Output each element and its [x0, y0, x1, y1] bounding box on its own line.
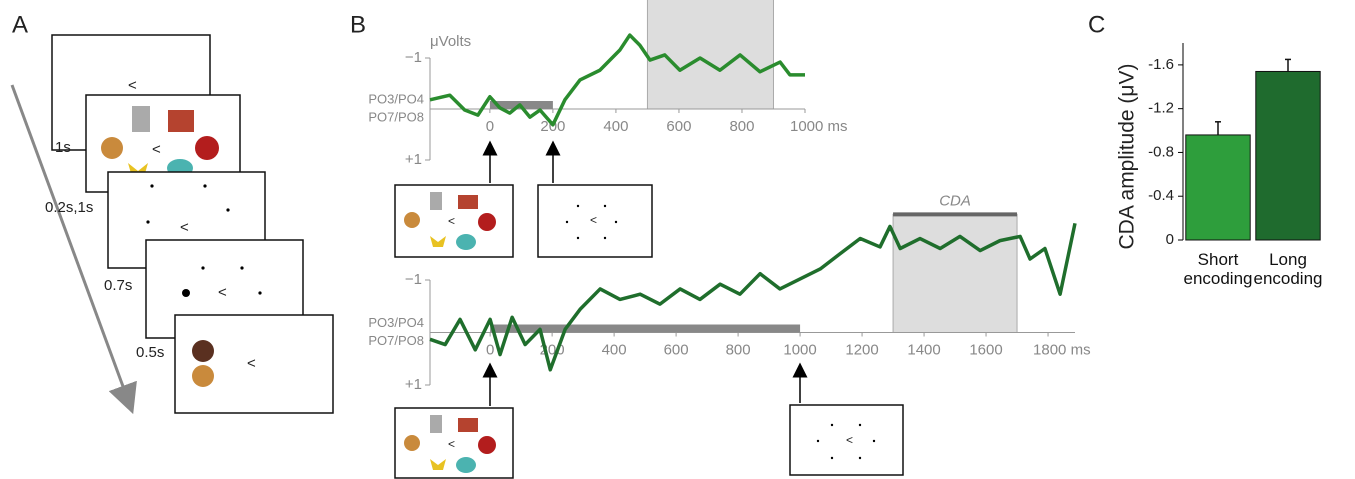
timing: 0.5s [136, 344, 164, 361]
panel-label: A [12, 11, 28, 38]
insets: < < < < [395, 148, 903, 478]
annotation: CDA [939, 192, 971, 209]
cue: < [247, 355, 256, 372]
cue: < [590, 213, 597, 227]
timing: 0.7s [104, 277, 132, 294]
cue: < [448, 214, 455, 228]
x-tick-label: Long encoding [1243, 250, 1333, 288]
y-tick-label: −1 [405, 271, 422, 288]
y-tick-label: -1.2 [1148, 100, 1174, 117]
x-tick-label: 0 [486, 118, 494, 135]
x-tick-label: 1000 ms [790, 118, 848, 135]
x-tick-label: 800 [726, 341, 751, 358]
x-tick-label: 600 [666, 118, 691, 135]
cda-window [893, 214, 1017, 332]
y-axis-label: CDA amplitude (μV) [1116, 64, 1139, 250]
channel-label: PO7/PO8 [368, 333, 424, 348]
x-tick-label: 600 [664, 341, 689, 358]
x-tick-label: 400 [602, 341, 627, 358]
timing: 0.2s,1s [45, 199, 93, 216]
x-tick-label: 1400 [907, 341, 940, 358]
y-tick-label: -0.4 [1148, 187, 1174, 204]
cue: < [218, 284, 227, 301]
y-tick-label: 0 [1166, 231, 1174, 248]
cue: < [128, 77, 137, 94]
panel-label: C [1088, 11, 1105, 38]
cue: < [448, 437, 455, 451]
x-tick-label: 0 [486, 341, 494, 358]
x-tick-label: 1800 ms [1033, 341, 1091, 358]
x-tick-label: 800 [729, 118, 754, 135]
x-tick-label: 1600 [969, 341, 1002, 358]
x-tick-label: 400 [603, 118, 628, 135]
cue: < [152, 141, 161, 158]
y-tick-label: +1 [405, 151, 422, 168]
y-tick-label: -0.8 [1148, 143, 1174, 160]
figure: A < < < < < 1s 0.2s,1s 0.7s 0.5s < < < [0, 0, 1355, 479]
y-tick-label: −1 [405, 49, 422, 66]
timing: 1s [55, 139, 71, 156]
trial-frames: < < < < < [52, 35, 333, 413]
y-axis-label: μVolts [430, 33, 471, 50]
channel-label: PO7/PO8 [368, 109, 424, 124]
bar [1186, 135, 1250, 240]
cue: < [180, 219, 189, 236]
y-tick-label: -1.6 [1148, 56, 1174, 73]
category: Long encoding [1243, 250, 1333, 295]
channel-label: PO3/PO4 [368, 91, 424, 106]
cue: < [846, 433, 853, 447]
y-tick-label: +1 [405, 376, 422, 393]
x-tick-label: 1000 [783, 341, 816, 358]
channel-label: PO3/PO4 [368, 315, 424, 330]
panel-label: B [350, 11, 366, 38]
x-tick-label: 1200 [845, 341, 878, 358]
bar [1256, 71, 1320, 240]
